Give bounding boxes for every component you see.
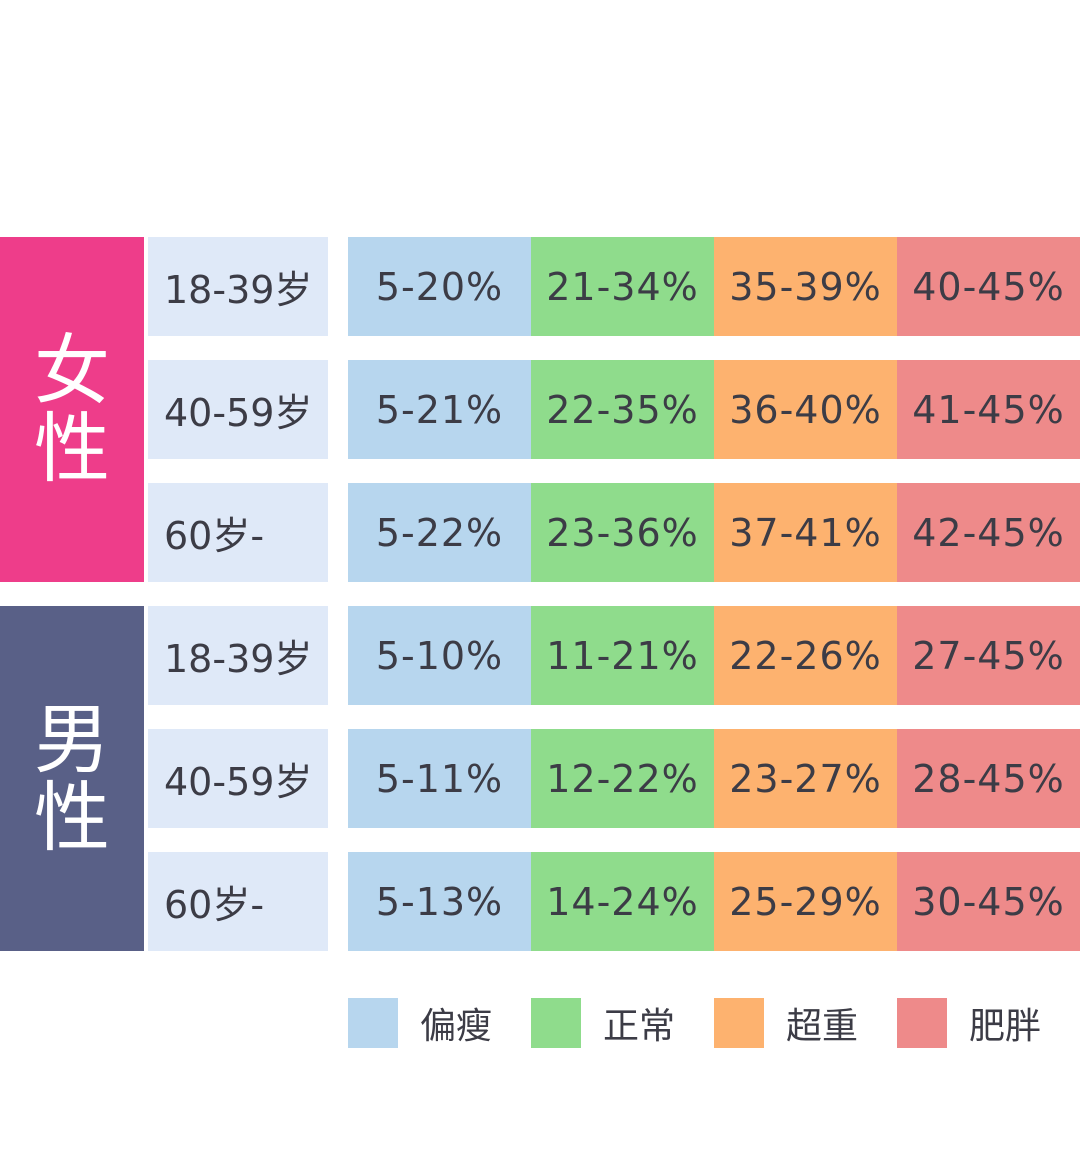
age-cell: 18-39岁	[148, 237, 328, 336]
value-cell: 27-45%	[897, 606, 1080, 705]
age-cell: 40-59岁	[148, 729, 328, 828]
value-cell: 23-36%	[531, 483, 714, 582]
gender-char: 女	[34, 325, 110, 415]
legend-label: 超重	[786, 1006, 859, 1047]
value-cell: 5-13%	[348, 852, 531, 951]
legend-label: 偏瘦	[420, 1006, 493, 1047]
gender-label-1: 男性	[0, 606, 144, 951]
value-cell: 5-11%	[348, 729, 531, 828]
value-cell: 14-24%	[531, 852, 714, 951]
gender-char: 性	[34, 403, 110, 493]
value-cell: 5-10%	[348, 606, 531, 705]
value-cell: 40-45%	[897, 237, 1080, 336]
legend-swatch	[714, 998, 764, 1048]
value-cell: 41-45%	[897, 360, 1080, 459]
value-cell: 5-22%	[348, 483, 531, 582]
value-cell: 5-21%	[348, 360, 531, 459]
gender-char: 性	[34, 772, 110, 862]
value-cell: 21-34%	[531, 237, 714, 336]
value-cell: 5-20%	[348, 237, 531, 336]
age-cell: 18-39岁	[148, 606, 328, 705]
value-cell: 11-21%	[531, 606, 714, 705]
value-cell: 22-26%	[714, 606, 897, 705]
value-cell: 28-45%	[897, 729, 1080, 828]
age-cell: 60岁-	[148, 852, 328, 951]
age-cell: 40-59岁	[148, 360, 328, 459]
value-cell: 25-29%	[714, 852, 897, 951]
legend-swatch	[531, 998, 581, 1048]
gender-label-0: 女性	[0, 237, 144, 582]
value-cell: 35-39%	[714, 237, 897, 336]
legend-swatch	[897, 998, 947, 1048]
legend-swatch	[348, 998, 398, 1048]
legend-label: 正常	[603, 1006, 676, 1047]
value-cell: 12-22%	[531, 729, 714, 828]
value-cell: 22-35%	[531, 360, 714, 459]
value-cell: 42-45%	[897, 483, 1080, 582]
value-cell: 30-45%	[897, 852, 1080, 951]
value-cell: 36-40%	[714, 360, 897, 459]
legend-label: 肥胖	[969, 1006, 1042, 1047]
age-cell: 60岁-	[148, 483, 328, 582]
gender-char: 男	[34, 694, 110, 784]
value-cell: 23-27%	[714, 729, 897, 828]
value-cell: 37-41%	[714, 483, 897, 582]
